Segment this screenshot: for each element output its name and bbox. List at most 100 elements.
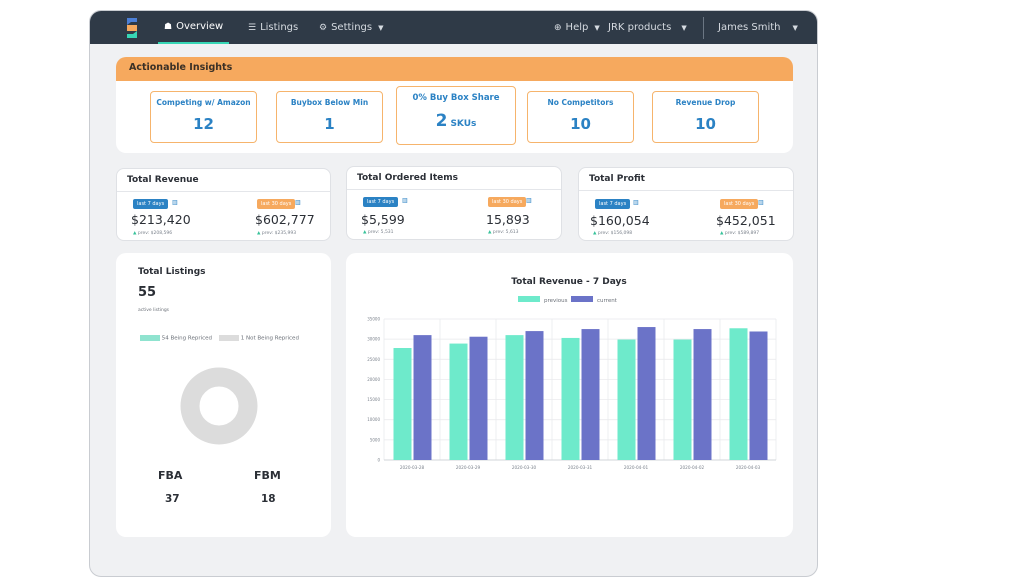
up-arrow-icon: ▲: [720, 231, 724, 236]
total-listings-card: Total Listings 55 active listings 54 Bei…: [116, 253, 331, 537]
bar-current: [413, 335, 432, 460]
period-tag-7-days[interactable]: last 7 days: [595, 199, 631, 209]
period-tag-30-days[interactable]: last 30 days: [720, 199, 759, 209]
metric-prev-7-days: ▲ prev: $156,098: [593, 231, 632, 236]
revenue-bar-chart: Total Revenue - 7 Days previous current 0 50…: [367, 277, 777, 470]
bar-chart-icon[interactable]: ▥: [526, 197, 532, 204]
y-tick-label: 25000: [367, 357, 380, 362]
x-tick-label: 2020-04-02: [680, 465, 705, 470]
period-tag-30-days[interactable]: last 30 days: [488, 197, 527, 207]
bar-current: [525, 331, 544, 460]
insight-label: Buybox Below Min: [290, 98, 369, 107]
insight-no-competitors[interactable]: No Competitors 10: [527, 91, 634, 143]
y-tick-label: 20000: [367, 377, 380, 382]
bar-current: [637, 327, 656, 460]
x-tick-label: 2020-03-31: [568, 465, 593, 470]
x-tick-label: 2020-03-29: [456, 465, 481, 470]
store-selector[interactable]: JRK products ▼: [608, 11, 687, 44]
card-title: Total Listings: [138, 267, 206, 277]
metric-value-7-days: $5,599: [361, 212, 405, 227]
card-title: Total Ordered Items: [357, 173, 458, 183]
card-divider: [117, 191, 330, 192]
chevron-down-icon: ▼: [594, 23, 600, 32]
gear-icon: ⚙: [319, 22, 328, 33]
fba-label: FBA: [158, 469, 183, 482]
top-navbar: ☗ Overview ☰ Listings ⚙ Settings ▼ ⊕ Hel…: [90, 11, 817, 44]
total-revenue-card: Total Revenue last 7 days ▥ $213,420 ▲ p…: [116, 168, 331, 241]
bar-current: [581, 329, 600, 460]
fbm-label: FBM: [254, 469, 281, 482]
insight-label: No Competitors: [547, 98, 614, 107]
listings-count-caption: active listings: [138, 308, 170, 313]
y-tick-label: 5000: [370, 437, 381, 442]
bar-chart-icon[interactable]: ▥: [402, 197, 408, 204]
fbm-value: 18: [261, 493, 276, 505]
x-tick-label: 2020-03-30: [512, 465, 537, 470]
legend-repriced[interactable]: 54 Being Repriced: [140, 335, 212, 342]
nav-listings[interactable]: ☰ Listings: [248, 11, 298, 44]
bar-previous: [673, 339, 692, 460]
up-arrow-icon: ▲: [593, 231, 597, 236]
x-tick-label: 2020-04-01: [624, 465, 649, 470]
legend-not-repriced[interactable]: 1 Not Being Repriced: [219, 335, 299, 342]
user-name: James Smith: [718, 22, 781, 33]
insight-buybox-below-min[interactable]: Buybox Below Min 1: [276, 91, 383, 143]
nav-settings[interactable]: ⚙ Settings ▼: [319, 11, 383, 44]
y-tick-label: 0: [377, 458, 380, 463]
chevron-down-icon: ▼: [681, 23, 687, 32]
bar-chart-icon[interactable]: ▥: [295, 199, 301, 206]
chevron-down-icon: ▼: [378, 23, 384, 32]
bar-previous: [617, 339, 636, 460]
nav-help-label: Help: [565, 22, 589, 33]
metric-prev-7-days-text: prev: 5,531: [367, 230, 394, 235]
bar-previous: [505, 335, 524, 460]
metric-value-7-days: $213,420: [131, 212, 191, 227]
total-profit-card: Total Profit last 7 days ▥ $160,054 ▲ pr…: [578, 167, 794, 241]
y-tick-label: 30000: [367, 337, 380, 342]
y-tick-label: 35000: [367, 317, 380, 322]
insight-zero-buybox-share[interactable]: 0% Buy Box Share 2 SKUs: [396, 86, 516, 145]
metric-prev-30-days: ▲ prev: $589,897: [720, 231, 759, 236]
bar-current: [693, 329, 712, 460]
donut-ring: [180, 367, 258, 445]
chevron-down-icon: ▼: [792, 23, 798, 32]
metric-prev-30-days-text: prev: 5,613: [492, 230, 519, 235]
insight-revenue-drop[interactable]: Revenue Drop 10: [652, 91, 759, 143]
insight-value: 10: [695, 115, 716, 133]
bar-chart-icon[interactable]: ▥: [758, 199, 764, 206]
insight-value: 2 SKUs: [397, 111, 515, 131]
bar-chart-icon[interactable]: ▥: [172, 199, 178, 206]
legend-label-current: current: [597, 298, 618, 304]
period-tag-7-days[interactable]: last 7 days: [363, 197, 399, 207]
up-arrow-icon: ▲: [488, 230, 492, 235]
insight-value: 1: [324, 115, 335, 133]
metric-prev-30-days: ▲ prev: $235,993: [257, 231, 296, 236]
insight-value-number: 2: [435, 111, 448, 131]
card-title: Total Revenue: [127, 175, 199, 185]
user-menu[interactable]: James Smith ▼: [718, 11, 798, 44]
period-tag-7-days[interactable]: last 7 days: [133, 199, 169, 209]
app-logo[interactable]: [124, 17, 140, 39]
insight-value-unit: SKUs: [450, 119, 477, 129]
nav-help[interactable]: ⊕ Help ▼: [554, 11, 600, 44]
fba-value: 37: [165, 493, 180, 505]
metric-prev-7-days: ▲ prev: 5,531: [363, 230, 394, 235]
insights-header: Actionable Insights: [116, 57, 793, 81]
metric-prev-7-days-text: prev: $208,596: [137, 231, 173, 236]
up-arrow-icon: ▲: [363, 230, 367, 235]
period-tag-30-days[interactable]: last 30 days: [257, 199, 296, 209]
insight-label: Revenue Drop: [675, 98, 736, 107]
y-tick-label: 15000: [367, 397, 380, 402]
bar-chart-icon[interactable]: ▥: [633, 199, 639, 206]
metric-prev-7-days-text: prev: $156,098: [597, 231, 633, 236]
card-divider: [579, 190, 793, 191]
bar-current: [469, 336, 488, 460]
nav-settings-label: Settings: [331, 22, 373, 33]
legend-repriced-label: 54 Being Repriced: [161, 335, 213, 342]
lifebuoy-icon: ⊕: [554, 22, 562, 33]
nav-overview[interactable]: ☗ Overview: [158, 11, 230, 44]
up-arrow-icon: ▲: [133, 231, 137, 236]
nav-overview-label: Overview: [176, 21, 224, 32]
app-window: ☗ Overview ☰ Listings ⚙ Settings ▼ ⊕ Hel…: [89, 10, 818, 577]
insight-competing-amazon[interactable]: Competing w/ Amazon 12: [150, 91, 257, 143]
